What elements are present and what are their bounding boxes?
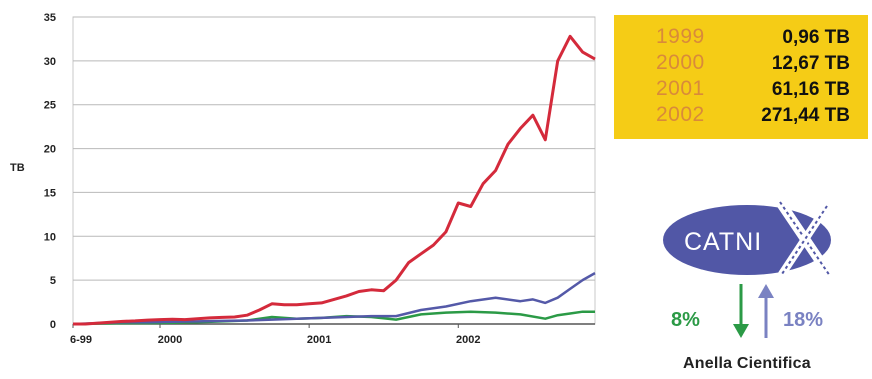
- logo-x-mark: [775, 198, 835, 280]
- total-value: 12,67 TB: [771, 53, 850, 74]
- yearly-totals-box: 1999 0,96 TB 2000 12,67 TB 2001 61,16 TB…: [614, 15, 868, 139]
- y-tick-label: 35: [44, 12, 56, 24]
- arrow-up-icon: [758, 284, 774, 338]
- y-tick-label: 30: [44, 56, 56, 68]
- x-tick-label: 2000: [158, 334, 182, 346]
- logo-text: CATNI: [684, 228, 762, 256]
- y-tick-label: 0: [50, 319, 56, 331]
- grid-lines: [73, 16, 595, 325]
- y-axis-label: TB: [10, 162, 25, 174]
- total-row-2000: 2000 12,67 TB: [656, 51, 850, 77]
- total-row-2001: 2001 61,16 TB: [656, 77, 850, 103]
- x-tick-label: 2001: [307, 334, 331, 346]
- total-value: 61,16 TB: [771, 79, 850, 100]
- network-caption: Anella Cientifica: [683, 355, 811, 372]
- catnix-logo: CATNI: [663, 198, 835, 280]
- y-tick-label: 20: [44, 144, 56, 156]
- total-year: 1999: [656, 25, 705, 48]
- arrow-down-icon: [733, 284, 749, 338]
- series-lines: [72, 34, 596, 326]
- total-year: 2000: [656, 51, 705, 74]
- traffic-chart: TB 0 5 10 15 20 25 30 35 6-99 2000 2001 2002: [10, 12, 596, 346]
- total-row-1999: 1999 0,96 TB: [656, 25, 850, 51]
- y-tick-label: 15: [44, 187, 56, 199]
- x-tick-label: 2002: [456, 334, 480, 346]
- total-value: 271,44 TB: [761, 105, 850, 126]
- x-tick-labels: 6-99 2000 2001 2002: [70, 324, 481, 346]
- x-tick-label: 6-99: [70, 334, 92, 346]
- y-tick-label: 25: [44, 100, 56, 112]
- incoming-percentage: 18%: [783, 309, 824, 331]
- total-value: 0,96 TB: [782, 27, 850, 48]
- total-row-2002: 2002 271,44 TB: [656, 103, 850, 129]
- outgoing-percentage: 8%: [671, 309, 700, 331]
- total-year: 2002: [656, 103, 705, 126]
- y-tick-label: 10: [44, 231, 56, 243]
- total-year: 2001: [656, 77, 705, 100]
- series-line-red: [73, 34, 596, 326]
- chart-svg: TB 0 5 10 15 20 25 30 35 6-99 2000 2001 2002: [10, 12, 596, 346]
- y-tick-labels: 0 5 10 15 20 25 30 35: [44, 12, 56, 331]
- series-line-blue: [72, 272, 596, 326]
- plot-frame: [72, 16, 596, 325]
- y-tick-label: 5: [50, 275, 56, 287]
